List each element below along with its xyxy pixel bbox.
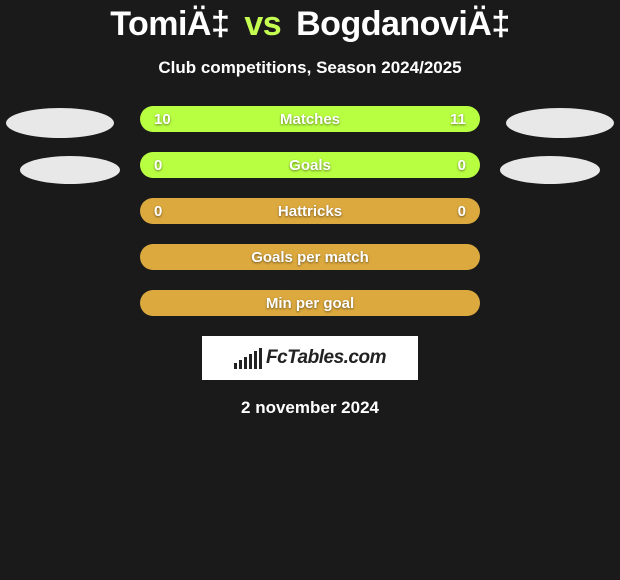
stat-row: 0Hattricks0 bbox=[140, 198, 480, 224]
stat-row: 0Goals0 bbox=[140, 152, 480, 178]
stat-right-value: 0 bbox=[442, 157, 466, 174]
logo-bars-icon bbox=[234, 347, 262, 369]
decorative-blob bbox=[506, 108, 614, 138]
stat-left-value: 0 bbox=[154, 203, 178, 220]
stat-right-value: 0 bbox=[442, 203, 466, 220]
player2-name: BogdanoviÄ‡ bbox=[296, 5, 510, 43]
stat-label: Goals per match bbox=[178, 249, 442, 266]
date: 2 november 2024 bbox=[0, 398, 620, 418]
logo-box: FcTables.com bbox=[202, 336, 418, 380]
stat-label: Min per goal bbox=[178, 295, 442, 312]
decorative-blob bbox=[20, 156, 120, 184]
stat-left-value: 0 bbox=[154, 157, 178, 174]
stat-label: Matches bbox=[178, 111, 442, 128]
stat-label: Hattricks bbox=[178, 203, 442, 220]
stat-label: Goals bbox=[178, 157, 442, 174]
stats-area: 10Matches110Goals00Hattricks0Goals per m… bbox=[0, 106, 620, 316]
logo-text: FcTables.com bbox=[266, 347, 386, 369]
subtitle: Club competitions, Season 2024/2025 bbox=[0, 58, 620, 78]
stat-row: Min per goal bbox=[140, 290, 480, 316]
stat-row: Goals per match bbox=[140, 244, 480, 270]
stat-right-value: 11 bbox=[442, 111, 466, 128]
stat-left-value: 10 bbox=[154, 111, 178, 128]
stat-rows: 10Matches110Goals00Hattricks0Goals per m… bbox=[140, 106, 480, 316]
player1-name: TomiÄ‡ bbox=[110, 5, 229, 43]
decorative-blob bbox=[500, 156, 600, 184]
comparison-title: TomiÄ‡ vs BogdanoviÄ‡ bbox=[0, 5, 620, 44]
stat-row: 10Matches11 bbox=[140, 106, 480, 132]
vs-separator: vs bbox=[244, 5, 281, 43]
decorative-blob bbox=[6, 108, 114, 138]
